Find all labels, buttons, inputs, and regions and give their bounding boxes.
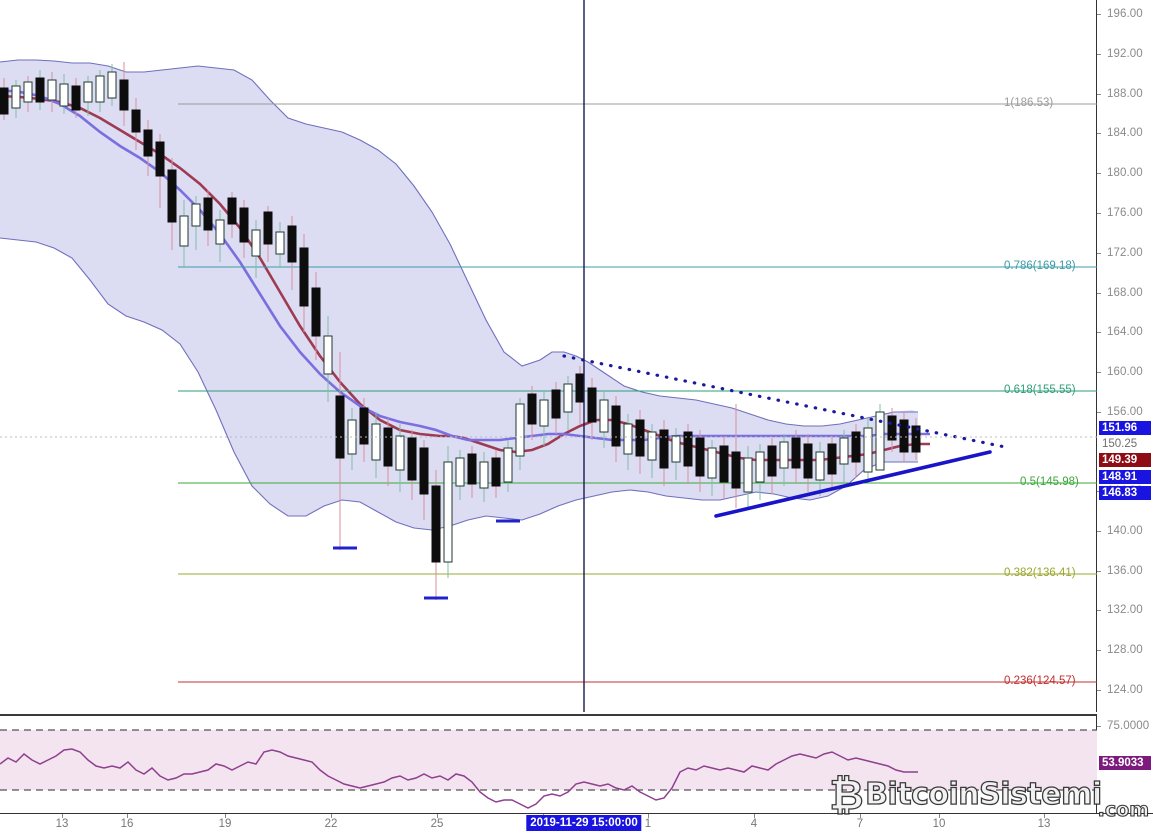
time-tick-label: 19 (218, 818, 232, 830)
price-axis[interactable]: 196.00 192.00 188.00 184.00 180.00 176.0… (1097, 0, 1153, 712)
trendline-descending-dotted[interactable] (562, 354, 1012, 450)
pivot-low-markers (333, 519, 520, 600)
price-tick-label: 164.00 (1107, 326, 1143, 338)
fib-label-0618: 0.618(155.55) (1004, 384, 1076, 396)
time-tick-label: 16 (120, 818, 134, 830)
time-tick-label: 13 (55, 818, 69, 830)
time-axis[interactable]: 13 16 19 22 25 28 1 4 7 10 13 2019-11-29… (0, 813, 1153, 837)
moving-average-fast (0, 88, 930, 442)
price-tick-label: 168.00 (1107, 287, 1143, 299)
price-tick-label: 184.00 (1107, 127, 1143, 139)
fib-label-05: 0.5(145.98) (1020, 476, 1079, 488)
trendline-ascending-solid[interactable] (714, 450, 992, 518)
rsi-value-badge: 53.9033 (1099, 756, 1151, 770)
price-tick-label: 136.00 (1107, 565, 1143, 577)
price-tick-label: 172.00 (1107, 247, 1143, 259)
price-tick-label: 132.00 (1107, 604, 1143, 616)
price-tick-label: 124.00 (1107, 684, 1143, 696)
fib-label-0236: 0.236(124.57) (1004, 675, 1076, 687)
rsi-tick-label: 75.0000 (1107, 720, 1150, 732)
price-chart-svg (0, 0, 1097, 712)
time-tick-label: 10 (932, 818, 946, 830)
price-tick-label: 192.00 (1107, 48, 1143, 60)
rsi-axis[interactable]: 75.0000 53.9033 (1097, 714, 1153, 813)
price-tick-label: 156.00 (1107, 406, 1143, 418)
bollinger-upper-line (0, 59, 918, 427)
price-chart-pane[interactable] (0, 0, 1097, 712)
bb-lower-price-badge: 146.83 (1099, 486, 1151, 500)
last-price-badge: 151.96 (1099, 421, 1151, 435)
rsi-line (0, 748, 918, 809)
price-tick-label: 180.00 (1107, 167, 1143, 179)
rsi-chart-svg (0, 729, 1097, 809)
time-tick-label: 25 (430, 818, 444, 830)
time-tick-label: 1 (644, 818, 652, 830)
price-level-badge: 150.25 (1102, 438, 1138, 450)
time-tick-label: 7 (856, 818, 864, 830)
fib-label-0786: 0.786(169.18) (1004, 260, 1076, 272)
time-tick-label: 13 (1037, 818, 1051, 830)
price-tick-label: 196.00 (1107, 8, 1143, 20)
rsi-overbought-oversold-band (0, 730, 1097, 790)
bollinger-lower-line (0, 237, 918, 531)
bollinger-band-area (0, 60, 918, 530)
price-tick-label: 176.00 (1107, 207, 1143, 219)
price-tick-label: 188.00 (1107, 88, 1143, 100)
candlestick-series (0, 62, 921, 600)
time-tick-label: 4 (750, 818, 758, 830)
time-tick-label: 22 (324, 818, 338, 830)
fib-label-0382: 0.382(136.41) (1004, 567, 1076, 579)
ma-slow-price-badge: 149.39 (1099, 453, 1151, 467)
price-tick-label: 140.00 (1107, 525, 1143, 537)
fibonacci-lines (178, 103, 1097, 683)
crosshair-time-badge: 2019-11-29 15:00:00 (526, 815, 642, 831)
fib-label-1: 1(186.53) (1004, 97, 1054, 109)
price-tick-label: 128.00 (1107, 644, 1143, 656)
price-tick-label: 160.00 (1107, 366, 1143, 378)
ma-fast-price-badge: 148.91 (1099, 470, 1151, 484)
rsi-indicator-pane[interactable] (0, 714, 1097, 813)
